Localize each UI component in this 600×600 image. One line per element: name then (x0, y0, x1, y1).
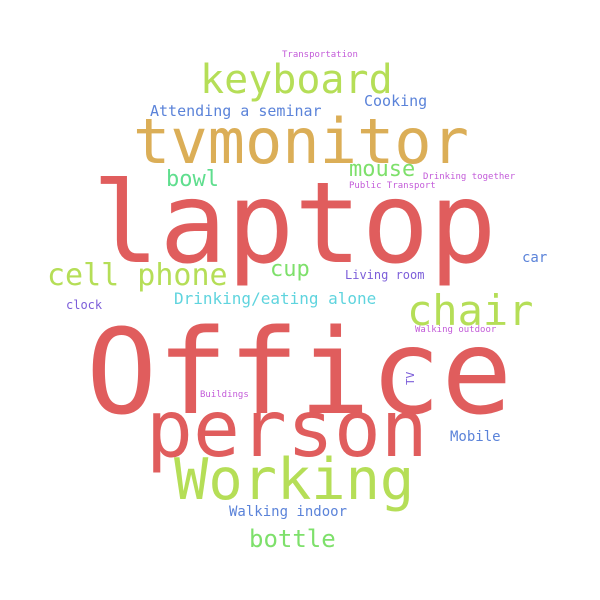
word-tvmonitor: tvmonitor (133, 105, 469, 178)
word-office: Office (86, 303, 513, 441)
word-cooking: Cooking (364, 92, 428, 110)
word-keyboard: keyboard (200, 57, 393, 103)
word-laptop: laptop (92, 159, 497, 289)
word-mouse: mouse (349, 157, 416, 182)
word-transportation: Transportation (282, 50, 358, 60)
word-public-transport: Public Transport (349, 181, 436, 191)
word-buildings: Buildings (200, 390, 249, 400)
word-working: Working (174, 447, 415, 513)
word-drinking-eating-alone: Drinking/eating alone (174, 289, 377, 308)
word-walking-indoor: Walking indoor (229, 504, 348, 520)
word-walking-outdoor: Walking outdoor (415, 325, 497, 335)
word-bowl: bowl (166, 167, 219, 192)
word-chair: chair (407, 286, 534, 335)
word-cup: cup (270, 257, 310, 282)
word-drinking-together: Drinking together (423, 172, 516, 182)
word-tv: TV (404, 371, 417, 385)
word-mobile: Mobile (450, 429, 501, 445)
word-person: person (146, 385, 428, 475)
word-clock: clock (66, 298, 103, 312)
word-living-room: Living room (345, 268, 425, 282)
word-attending-a-seminar: Attending a seminar (150, 102, 322, 120)
word-bottle: bottle (249, 525, 336, 553)
word-cell-phone: cell phone (47, 258, 228, 293)
word-car: car (522, 250, 548, 266)
